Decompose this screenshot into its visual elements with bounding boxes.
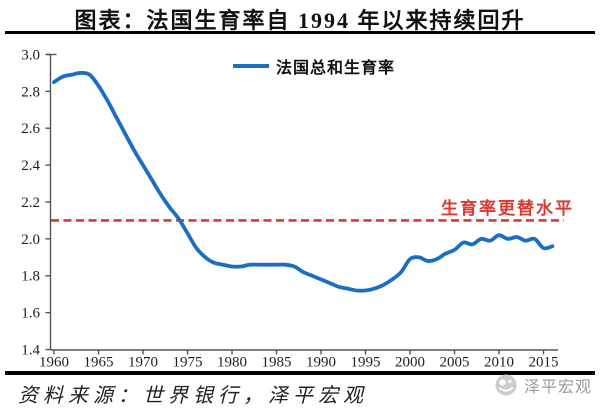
- y-tick-label: 1.4: [21, 343, 40, 359]
- watermark-label: 泽平宏观: [523, 379, 592, 396]
- y-tick-label: 1.6: [21, 306, 40, 322]
- x-tick-label: 1980: [217, 355, 247, 371]
- zeping-macro-logo-icon: [495, 374, 517, 396]
- y-tick-label: 2.8: [21, 84, 40, 100]
- x-tick-label: 2000: [395, 355, 425, 371]
- y-tick-label: 2.4: [21, 158, 40, 174]
- x-tick-label: 2005: [440, 355, 470, 371]
- x-tick-label: 1985: [262, 355, 292, 371]
- x-tick-label: 1995: [351, 355, 381, 371]
- legend: 法国总和生育率: [233, 54, 395, 78]
- y-tick-label: 3.0: [21, 47, 40, 63]
- x-tick-label: 1990: [306, 355, 336, 371]
- chart-title: 图表：法国生育率自 1994 年以来持续回升: [74, 8, 526, 33]
- x-tick-label: 1970: [128, 355, 158, 371]
- x-tick-label: 1960: [39, 355, 69, 371]
- replacement-level-label: 生育率更替水平: [441, 199, 574, 218]
- y-tick-label: 2.0: [21, 232, 40, 248]
- source-note: 资料来源：世界银行，泽平宏观: [18, 385, 368, 407]
- bottom-divider: [5, 371, 595, 375]
- x-tick-label: 2010: [484, 355, 514, 371]
- watermark: 泽平宏观: [493, 372, 592, 398]
- legend-line-swatch: [233, 64, 269, 68]
- x-tick-label: 1975: [173, 355, 203, 371]
- y-tick-label: 2.6: [21, 121, 40, 137]
- top-divider: [5, 31, 595, 34]
- x-tick-label: 1965: [84, 355, 114, 371]
- y-tick-label: 2.2: [21, 195, 40, 211]
- y-tick-label: 1.8: [21, 269, 40, 285]
- x-tick-label: 2015: [529, 355, 559, 371]
- fertility-rate-line: [52, 70, 555, 293]
- legend-label: 法国总和生育率: [276, 60, 396, 77]
